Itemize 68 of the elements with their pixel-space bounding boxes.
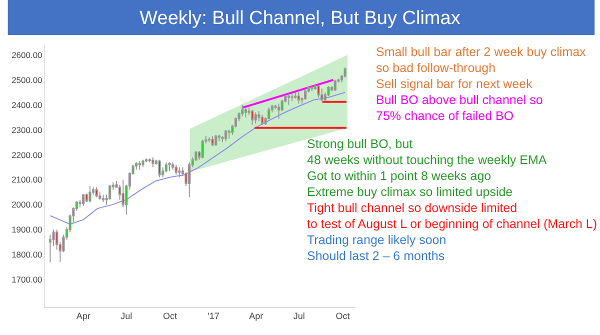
text: so bad follow-through — [376, 61, 496, 75]
annotation: Trading range likely soon — [307, 233, 446, 247]
candlestick — [241, 104, 244, 117]
candlestick — [290, 93, 294, 102]
candlestick — [178, 166, 181, 178]
candlestick — [158, 159, 161, 178]
candlestick — [277, 103, 280, 120]
candlestick — [287, 93, 290, 106]
candlestick — [320, 88, 324, 102]
text: Sell signal bar for next week — [376, 77, 534, 91]
candlestick — [208, 136, 211, 143]
y-tick-label: 2600.00 — [12, 50, 43, 60]
x-tick-label: Oct — [336, 310, 350, 321]
candlestick — [310, 84, 314, 92]
candlestick — [138, 160, 141, 170]
annotation: Should last 2 – 6 months — [307, 249, 445, 263]
candlestick — [224, 129, 228, 142]
candlestick — [244, 106, 247, 118]
annotation: Strong bull BO, but — [307, 137, 414, 151]
y-tick-label: 2300.00 — [12, 124, 43, 135]
candlestick — [174, 164, 178, 176]
candlestick — [214, 134, 218, 147]
candlestick — [327, 86, 330, 97]
annotation: to test of August L or beginning of channel (March L) — [307, 217, 597, 231]
annotation: Extreme buy climax so limited upside — [307, 185, 513, 199]
candlestick — [258, 110, 260, 122]
chart-title: Weekly: Bull Channel, But Buy Climax — [140, 8, 461, 30]
y-tick-label: 2400.00 — [12, 100, 43, 110]
candlestick — [142, 159, 144, 168]
candlestick — [317, 84, 320, 98]
y-tick-label: 2000.00 — [12, 200, 43, 210]
candlestick — [88, 185, 92, 203]
y-tick-label: 1700.00 — [12, 274, 43, 285]
candlestick — [82, 194, 85, 206]
candlestick — [168, 162, 171, 172]
candlestick — [294, 92, 297, 100]
candlestick — [254, 112, 257, 124]
candlestick — [201, 139, 204, 160]
candlestick — [211, 136, 214, 147]
y-tick-label: 1800.00 — [12, 250, 43, 260]
candlestick — [334, 79, 336, 92]
y-tick-label: 2200.00 — [12, 150, 43, 160]
candlestick — [260, 114, 264, 126]
candlestick — [95, 186, 98, 198]
y-tick-label: 2100.00 — [12, 174, 43, 185]
candlestick — [250, 109, 254, 126]
candlestick — [228, 129, 230, 140]
text: Small bull bar after 2 week buy climax — [376, 45, 587, 59]
x-tick-label: Apr — [76, 310, 90, 321]
text: 75% chance of failed BO — [376, 109, 514, 123]
y-tick-label: 1900.00 — [12, 224, 43, 235]
x-tick-label: '17 — [208, 310, 220, 321]
candlestick — [108, 184, 112, 200]
candlestick — [188, 162, 191, 198]
x-tick-label: Jul — [293, 310, 305, 321]
text: Bull BO above bull channel so — [376, 93, 543, 107]
candlestick — [152, 156, 154, 168]
x-tick-label: Apr — [249, 310, 264, 321]
candlestick — [297, 92, 300, 104]
annotation: Tight bull channel so downside limited — [307, 201, 518, 215]
candlestick — [304, 89, 307, 100]
candlestick — [102, 194, 105, 203]
annotation: Got to within 1 point 8 weeks ago — [307, 169, 492, 183]
candlestick — [218, 134, 220, 142]
annotation: 48 weeks without touching the weekly EMA — [307, 153, 548, 167]
x-tick-label: Jul — [120, 310, 132, 321]
y-tick-label: 2500.00 — [12, 74, 43, 85]
x-tick-label: Oct — [162, 310, 178, 321]
